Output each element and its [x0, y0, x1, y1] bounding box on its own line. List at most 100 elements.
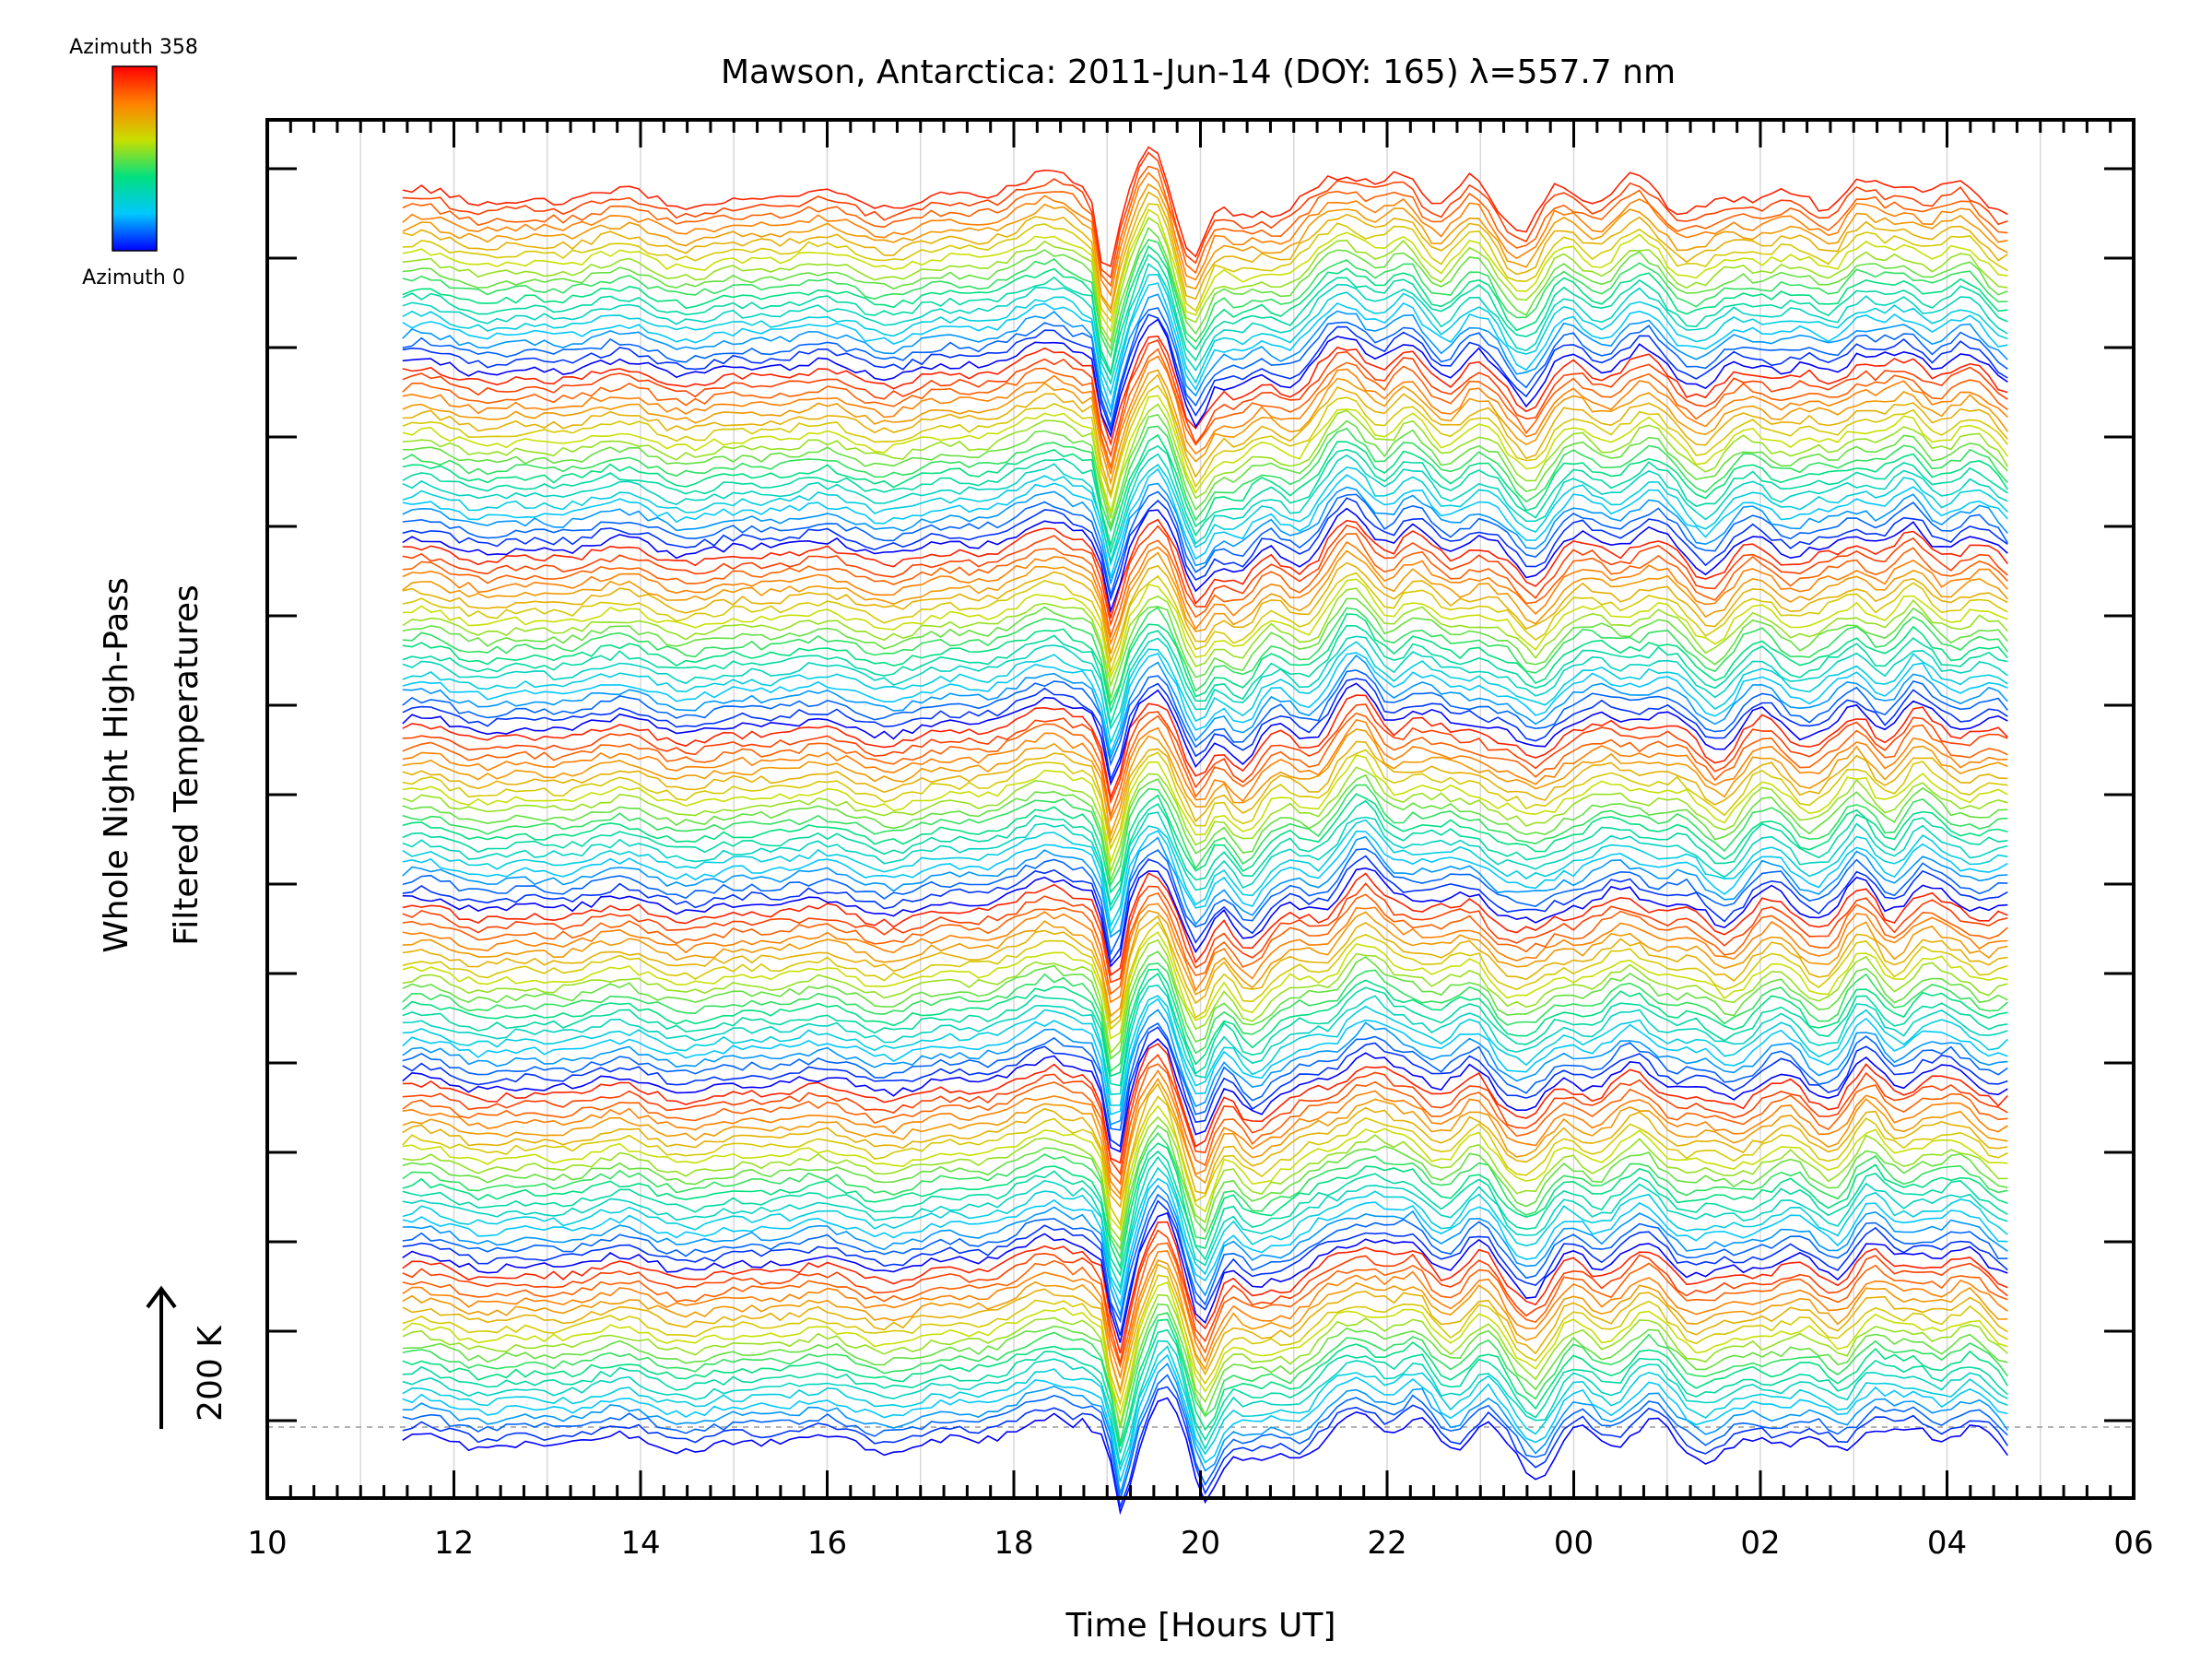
series-line — [402, 403, 2008, 519]
series-line — [402, 307, 2008, 429]
x-tick-label: 20 — [1181, 1525, 1220, 1562]
series-line — [402, 1397, 2008, 1516]
series-line — [402, 669, 2008, 767]
series-line — [402, 1082, 2008, 1209]
series-line — [402, 830, 2008, 937]
series-line — [402, 910, 2008, 1018]
series-line — [402, 1386, 2008, 1510]
series-line — [402, 203, 2008, 324]
series-line — [402, 652, 2008, 756]
series-line — [402, 903, 2008, 1004]
series-line — [402, 749, 2008, 851]
series-line — [402, 968, 2008, 1078]
series-layer — [402, 146, 2008, 1516]
series-line — [402, 712, 2008, 819]
series-line — [402, 773, 2008, 883]
scale-bar: 200 K — [146, 1285, 229, 1429]
series-line — [402, 1022, 2008, 1131]
series-line — [402, 433, 2008, 549]
series-line — [402, 395, 2008, 514]
series-line — [402, 253, 2008, 377]
series-line — [402, 1124, 2008, 1251]
series-line — [402, 183, 2008, 311]
series-line — [402, 997, 2008, 1115]
x-tick-label: 10 — [247, 1525, 287, 1562]
series-line — [402, 1177, 2008, 1308]
series-line — [402, 507, 2008, 614]
series-line — [402, 1211, 2008, 1343]
series-line — [402, 1263, 2008, 1396]
series-line — [402, 217, 2008, 344]
series-line — [402, 1095, 2008, 1227]
series-line — [402, 793, 2008, 894]
y-axis-label-line1: Whole Night High-Pass — [98, 577, 135, 953]
series-line — [402, 938, 2008, 1055]
series-line — [402, 1131, 2008, 1260]
series-line — [402, 784, 2008, 888]
series-line — [402, 524, 2008, 627]
series-line — [402, 1274, 2008, 1407]
series-line — [402, 369, 2008, 486]
x-tick-label: 16 — [807, 1525, 847, 1562]
series-line — [402, 1345, 2008, 1473]
series-line — [402, 1242, 2008, 1369]
series-line — [402, 1221, 2008, 1354]
series-line — [402, 995, 2008, 1106]
series-line — [402, 1043, 2008, 1164]
x-tick-label: 04 — [1927, 1525, 1967, 1562]
series-line — [402, 597, 2008, 699]
series-line — [402, 1353, 2008, 1482]
series-line — [402, 1063, 2008, 1186]
x-tick-label: 02 — [1740, 1525, 1780, 1562]
series-line — [402, 1155, 2008, 1291]
x-tick-label: 14 — [620, 1525, 660, 1562]
series-line — [402, 641, 2008, 746]
series-line — [402, 1104, 2008, 1232]
series-line — [402, 1199, 2008, 1336]
series-line — [402, 962, 2008, 1073]
series-line — [402, 1303, 2008, 1429]
series-line — [402, 373, 2008, 498]
series-line — [402, 1280, 2008, 1417]
series-line — [402, 740, 2008, 844]
series-line — [402, 1054, 2008, 1176]
series-line — [402, 867, 2008, 968]
series-line — [402, 244, 2008, 376]
colorbar-gradient — [112, 65, 158, 252]
series-line — [402, 1250, 2008, 1380]
series-line — [402, 624, 2008, 727]
series-line — [402, 984, 2008, 1095]
series-line — [402, 587, 2008, 689]
series-line — [402, 146, 2008, 268]
series-line — [402, 799, 2008, 907]
series-line — [402, 694, 2008, 800]
series-line — [402, 606, 2008, 707]
scale-bar-label: 200 K — [192, 1325, 229, 1422]
series-line — [402, 490, 2008, 596]
series-line — [402, 1293, 2008, 1425]
series-line — [402, 682, 2008, 786]
series-line — [402, 413, 2008, 529]
series-line — [402, 463, 2008, 567]
series-line — [402, 972, 2008, 1087]
series-line — [402, 1009, 2008, 1126]
series-line — [402, 226, 2008, 351]
series-line — [402, 497, 2008, 602]
series-line — [402, 1362, 2008, 1494]
series-line — [402, 293, 2008, 419]
series-line — [402, 572, 2008, 675]
series-line — [402, 518, 2008, 619]
series-line — [402, 882, 2008, 984]
x-tick-label: 06 — [2113, 1525, 2153, 1562]
series-line — [402, 239, 2008, 360]
series-line — [402, 335, 2008, 447]
series-line — [402, 703, 2008, 805]
x-tick-label: 12 — [434, 1525, 474, 1562]
x-tick-label: 00 — [1554, 1525, 1594, 1562]
series-line — [402, 930, 2008, 1040]
series-line — [402, 549, 2008, 655]
series-line — [402, 1339, 2008, 1466]
series-line — [402, 1077, 2008, 1201]
series-line — [402, 191, 2008, 315]
